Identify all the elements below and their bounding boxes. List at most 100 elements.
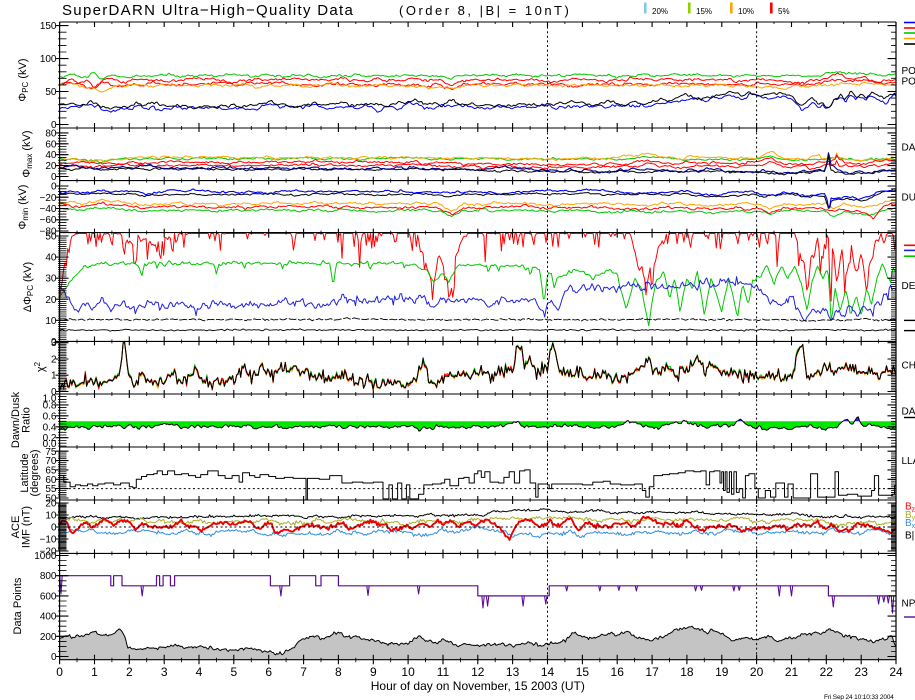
svg-text:3: 3	[161, 665, 168, 679]
svg-text:19: 19	[715, 665, 729, 679]
svg-text:DAWN: DAWN	[902, 143, 915, 154]
svg-text:ΦPC (kV): ΦPC (kV)	[17, 58, 30, 101]
svg-text:17: 17	[645, 665, 659, 679]
svg-text:50: 50	[45, 494, 57, 505]
svg-text:0: 0	[51, 172, 57, 183]
svg-text:1000: 1000	[34, 551, 57, 562]
svg-text:0: 0	[51, 523, 57, 534]
svg-text:Data Points: Data Points	[12, 577, 24, 634]
svg-text:10%: 10%	[738, 7, 754, 16]
svg-text:Bz: Bz	[905, 502, 915, 514]
svg-text:800: 800	[40, 571, 57, 582]
svg-text:20%: 20%	[652, 7, 668, 16]
svg-text:1: 1	[91, 665, 98, 679]
svg-text:0: 0	[51, 337, 57, 348]
svg-text:60: 60	[45, 139, 57, 150]
svg-text:24: 24	[889, 665, 903, 679]
svg-text:1: 1	[51, 371, 57, 382]
svg-text:40: 40	[45, 253, 57, 264]
svg-text:70: 70	[45, 456, 57, 467]
svg-text:16: 16	[611, 665, 625, 679]
svg-text:20: 20	[45, 161, 57, 172]
svg-text:20: 20	[45, 295, 57, 306]
svg-text:400: 400	[40, 612, 57, 623]
svg-text:0.8: 0.8	[43, 400, 57, 411]
svg-text:12: 12	[471, 665, 485, 679]
svg-text:4: 4	[196, 665, 203, 679]
svg-text:−20: −20	[40, 193, 57, 204]
svg-text:10: 10	[45, 316, 57, 327]
svg-text:0: 0	[56, 665, 63, 679]
svg-text:−10: −10	[40, 535, 57, 546]
svg-text:8: 8	[335, 665, 342, 679]
svg-text:−60: −60	[40, 215, 57, 226]
svg-text:B|: B|	[905, 531, 914, 542]
svg-text:IMF (nT): IMF (nT)	[21, 506, 33, 548]
svg-text:NP: NP	[902, 599, 915, 610]
svg-text:0.0: 0.0	[43, 439, 57, 450]
svg-text:DEL: DEL	[902, 281, 915, 292]
svg-text:LLA: LLA	[902, 456, 915, 467]
svg-text:χ2: χ2	[33, 361, 47, 372]
svg-text:POT: POT	[902, 66, 915, 77]
svg-text:DUSK: DUSK	[902, 193, 915, 204]
svg-text:DAW: DAW	[902, 407, 915, 418]
svg-text:40: 40	[45, 150, 57, 161]
svg-text:23: 23	[855, 665, 869, 679]
svg-text:15: 15	[576, 665, 590, 679]
svg-text:(Order 8, |B| = 10nT): (Order 8, |B| = 10nT)	[399, 3, 571, 18]
svg-text:600: 600	[40, 591, 57, 602]
svg-text:20: 20	[45, 499, 57, 510]
svg-text:60: 60	[45, 475, 57, 486]
svg-text:CHI: CHI	[902, 361, 915, 372]
svg-text:Hour of day on November, 15 20: Hour of day on November, 15 2003 (UT)	[371, 679, 585, 693]
svg-text:15%: 15%	[696, 7, 712, 16]
svg-text:30: 30	[45, 274, 57, 285]
svg-text:14: 14	[541, 665, 555, 679]
svg-text:0.2: 0.2	[43, 433, 57, 444]
svg-text:0: 0	[51, 387, 57, 398]
svg-text:Φmin (kV): Φmin (kV)	[17, 185, 30, 230]
svg-text:Latitude: Latitude	[19, 453, 31, 492]
svg-text:65: 65	[45, 465, 57, 476]
svg-text:2: 2	[126, 665, 133, 679]
svg-text:1.0: 1.0	[43, 394, 57, 405]
svg-text:2: 2	[51, 355, 57, 366]
svg-text:11: 11	[437, 665, 450, 679]
svg-text:−20: −20	[40, 547, 57, 558]
svg-text:−40: −40	[40, 204, 57, 215]
svg-text:0.4: 0.4	[43, 422, 57, 433]
svg-text:Dawn/Dusk: Dawn/Dusk	[10, 391, 22, 448]
svg-text:9: 9	[370, 665, 377, 679]
svg-text:−80: −80	[40, 227, 57, 238]
svg-text:22: 22	[820, 665, 834, 679]
svg-text:21: 21	[785, 665, 799, 679]
svg-text:0: 0	[51, 182, 57, 193]
svg-text:Fri Sep 24 10:10:33 2004: Fri Sep 24 10:10:33 2004	[824, 694, 894, 700]
svg-text:50: 50	[45, 87, 57, 98]
svg-text:(degrees): (degrees)	[29, 449, 41, 496]
svg-text:ΔΦPC (kV): ΔΦPC (kV)	[22, 262, 35, 312]
svg-text:6: 6	[265, 665, 272, 679]
svg-text:80: 80	[45, 128, 57, 139]
svg-text:Bx: Bx	[905, 518, 915, 530]
svg-text:55: 55	[45, 484, 57, 495]
svg-text:5: 5	[230, 665, 237, 679]
svg-text:18: 18	[680, 665, 694, 679]
svg-text:10: 10	[45, 511, 57, 522]
svg-text:200: 200	[40, 632, 57, 643]
svg-text:By: By	[905, 510, 915, 522]
svg-text:7: 7	[300, 665, 307, 679]
svg-text:Φmax (kV): Φmax (kV)	[21, 130, 34, 177]
svg-text:0: 0	[51, 120, 57, 131]
svg-text:50: 50	[45, 232, 57, 243]
svg-text:POT: POT	[902, 77, 915, 88]
svg-text:5%: 5%	[778, 7, 790, 16]
svg-text:100: 100	[40, 54, 57, 65]
svg-text:0: 0	[51, 652, 57, 663]
svg-text:Ratio: Ratio	[21, 407, 33, 433]
svg-text:10: 10	[401, 665, 415, 679]
svg-text:75: 75	[45, 447, 57, 458]
svg-text:ACE: ACE	[10, 516, 22, 539]
svg-text:13: 13	[506, 665, 520, 679]
